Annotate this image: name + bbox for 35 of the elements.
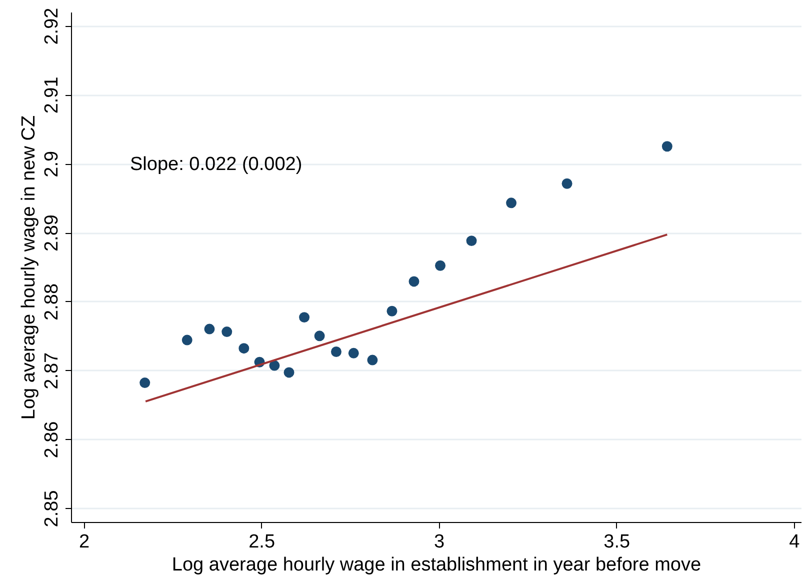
point [284, 367, 294, 378]
point [299, 312, 310, 323]
y-tick-label: 2.88 [42, 283, 62, 320]
point [204, 324, 215, 334]
x-tick-label: 2 [78, 532, 90, 552]
point [662, 141, 672, 152]
point [506, 198, 517, 208]
y-tick-label: 2.91 [42, 76, 62, 114]
point [238, 343, 250, 354]
point [182, 334, 192, 346]
point [222, 326, 232, 338]
point [269, 360, 280, 371]
point [386, 306, 398, 316]
y-tick-label: 2.89 [42, 214, 62, 252]
x-tick-label: 2.5 [248, 532, 276, 552]
y-tick-label: 2.92 [42, 8, 62, 45]
point [314, 330, 325, 342]
y-tick-label: 2.9 [42, 150, 62, 178]
x-tick-label: 3 [434, 532, 445, 552]
point [562, 178, 572, 189]
annotation: Slope: 0.022 (0.002) [130, 154, 302, 175]
x-axis-title: Log average hourly wage in establishment in year before move [172, 554, 702, 576]
point [330, 346, 342, 358]
y-tick-label: 2.86 [42, 421, 62, 458]
point [408, 276, 420, 287]
point [367, 354, 378, 366]
y-axis-title: Log average hourly wage in new CZ [18, 115, 40, 420]
x-tick-label: 3.5 [604, 532, 630, 552]
x-tick-label: 4 [789, 532, 800, 552]
point [140, 378, 150, 388]
point [466, 236, 477, 246]
point [348, 348, 359, 358]
point [435, 260, 446, 271]
y-tick-label: 2.85 [42, 490, 62, 528]
y-tick-label: 2.87 [42, 352, 62, 390]
